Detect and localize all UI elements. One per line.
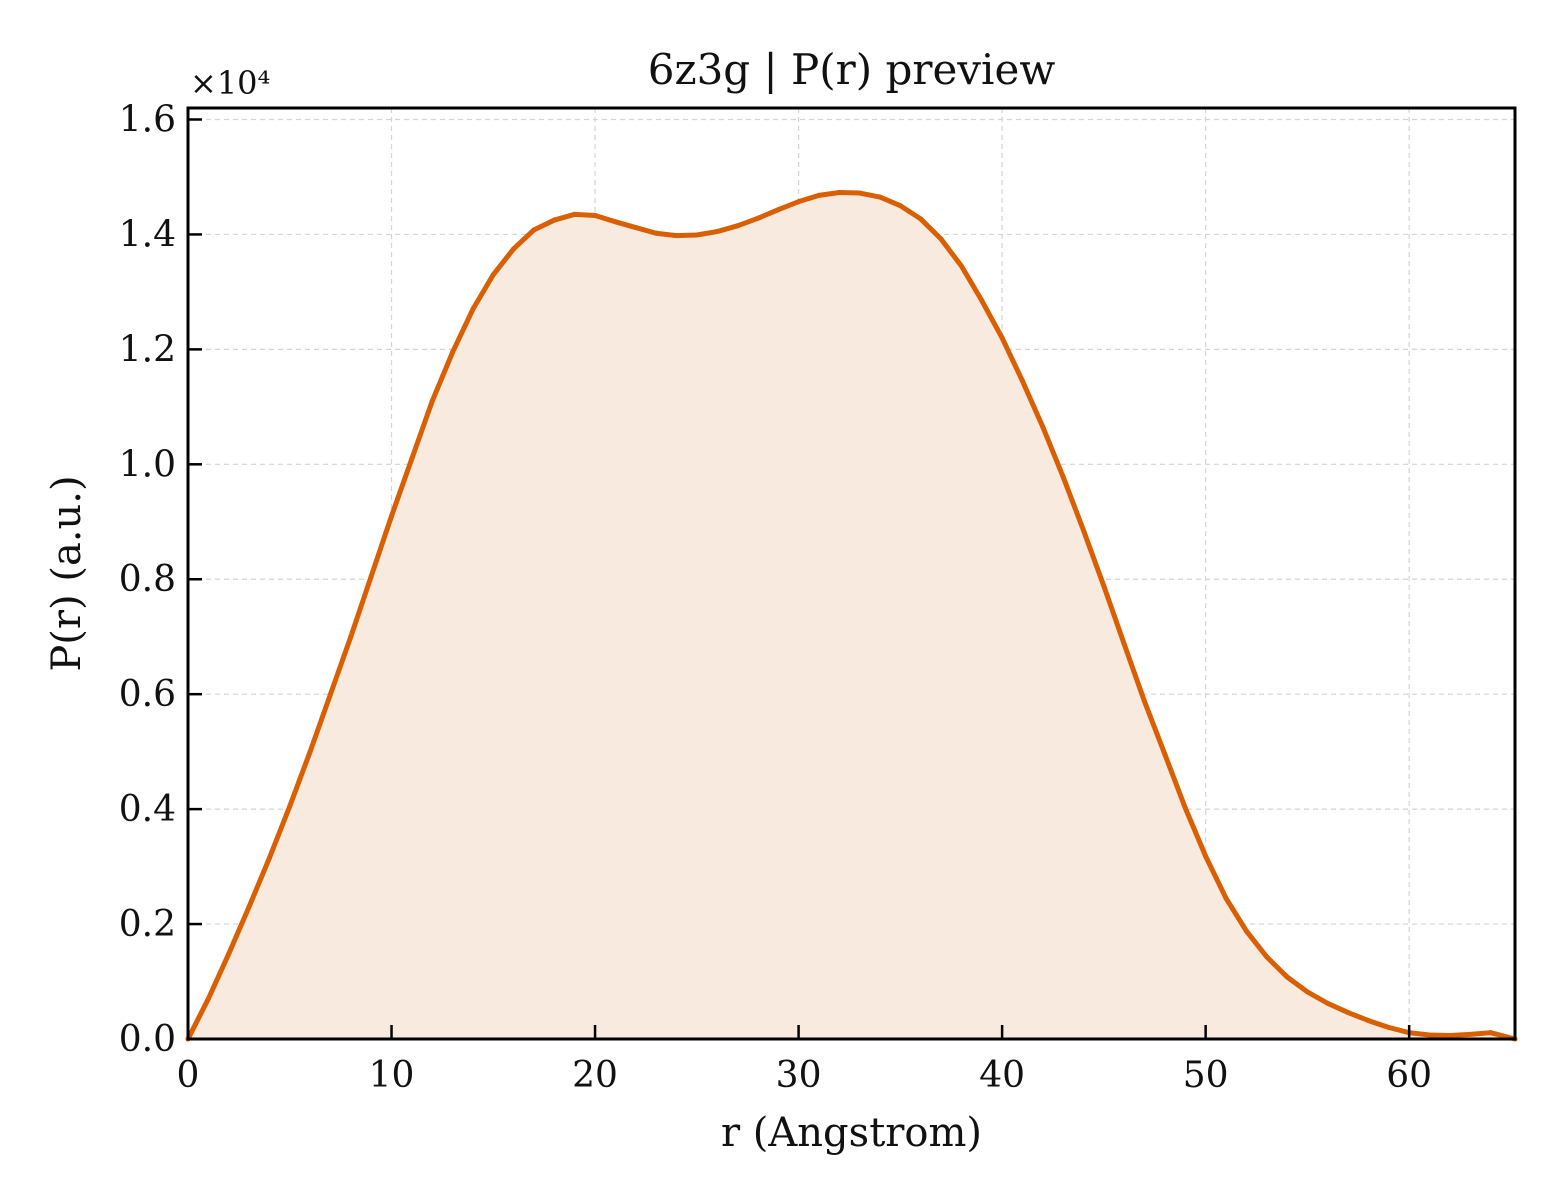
- data-point: [1081, 527, 1087, 533]
- data-point: [1365, 1018, 1371, 1024]
- data-point: [999, 335, 1005, 341]
- data-point: [938, 236, 944, 242]
- y-tick-label: 1.2: [119, 329, 176, 370]
- data-point: [653, 230, 659, 236]
- data-point: [1284, 974, 1290, 980]
- data-point: [1101, 583, 1107, 589]
- data-point: [1264, 954, 1270, 960]
- data-point: [409, 456, 415, 462]
- data-point: [958, 263, 964, 269]
- area-fill: [188, 192, 1515, 1040]
- y-tick-label: 0.8: [119, 559, 176, 600]
- data-point: [775, 207, 781, 213]
- y-tick-label: 0.2: [119, 904, 176, 945]
- data-point: [429, 398, 435, 404]
- data-point: [1121, 641, 1127, 647]
- data-point: [836, 189, 842, 195]
- data-point: [735, 223, 741, 229]
- data-point: [857, 190, 863, 196]
- data-point: [714, 229, 720, 235]
- data-point: [1345, 1010, 1351, 1016]
- data-point: [246, 904, 252, 910]
- data-point: [1019, 378, 1025, 384]
- data-point: [327, 691, 333, 697]
- axis-ticks: 0 10 20 30 40 50 60 0.0 0.2 0.4 0.6 0.8 1.0 1.2 1.4 1.6: [119, 99, 1432, 1096]
- y-tick-label: 0.4: [119, 789, 176, 830]
- data-point: [368, 573, 374, 579]
- data-point: [287, 803, 293, 809]
- data-point: [1040, 424, 1046, 430]
- data-point: [592, 212, 598, 218]
- data-point: [755, 215, 761, 221]
- data-point: [205, 996, 211, 1002]
- y-tick-label: 1.4: [119, 214, 176, 255]
- data-point: [1447, 1033, 1453, 1039]
- data-point: [1182, 805, 1188, 811]
- data-point: [1325, 1000, 1331, 1006]
- x-tick-label: 60: [1386, 1055, 1432, 1096]
- y-tick-label: 1.0: [119, 444, 176, 485]
- data-point: [348, 634, 354, 640]
- data-point: [1467, 1031, 1473, 1037]
- data-point: [389, 513, 395, 519]
- data-point: [1427, 1032, 1433, 1038]
- data-point: [918, 216, 924, 222]
- data-point: [1243, 928, 1249, 934]
- data-point: [1488, 1030, 1494, 1036]
- data-point: [1203, 853, 1209, 859]
- data-point: [266, 855, 272, 861]
- data-point: [511, 246, 517, 252]
- x-tick-label: 30: [776, 1055, 822, 1096]
- data-point: [1142, 699, 1148, 705]
- chart-title: 6z3g | P(r) preview: [648, 45, 1056, 94]
- data-point: [633, 225, 639, 231]
- y-tick-label: 1.6: [119, 99, 176, 140]
- x-tick-label: 10: [369, 1055, 415, 1096]
- plot-frame: [186, 106, 1517, 1041]
- y-axis-multiplier: ×10⁴: [190, 64, 270, 102]
- x-axis-label: r (Angstrom): [721, 1110, 982, 1156]
- x-tick-label: 20: [572, 1055, 618, 1096]
- data-point: [796, 199, 802, 205]
- data-point: [1060, 474, 1066, 480]
- x-tick-label: 0: [177, 1055, 200, 1096]
- series-line: [185, 189, 1518, 1042]
- y-tick-label: 0.6: [119, 674, 176, 715]
- data-point: [694, 232, 700, 238]
- data-point: [572, 211, 578, 217]
- data-point: [877, 194, 883, 200]
- data-point: [531, 227, 537, 233]
- data-point: [816, 192, 822, 198]
- y-tick-label: 0.0: [119, 1019, 176, 1060]
- data-point: [1223, 895, 1229, 901]
- data-point: [897, 203, 903, 209]
- x-tick-label: 50: [1183, 1055, 1229, 1096]
- data-points: [185, 189, 1518, 1042]
- y-axis-label: P(r) (a.u.): [44, 475, 90, 671]
- data-point: [226, 951, 232, 957]
- data-point: [470, 306, 476, 312]
- data-point: [1162, 752, 1168, 758]
- data-point: [979, 298, 985, 304]
- data-point: [551, 217, 557, 223]
- data-point: [1304, 989, 1310, 995]
- data-point: [450, 349, 456, 355]
- data-point: [307, 749, 313, 755]
- x-tick-label: 40: [979, 1055, 1025, 1096]
- data-point: [490, 272, 496, 278]
- data-point: [673, 233, 679, 239]
- data-point: [612, 219, 618, 225]
- data-point: [1386, 1025, 1392, 1031]
